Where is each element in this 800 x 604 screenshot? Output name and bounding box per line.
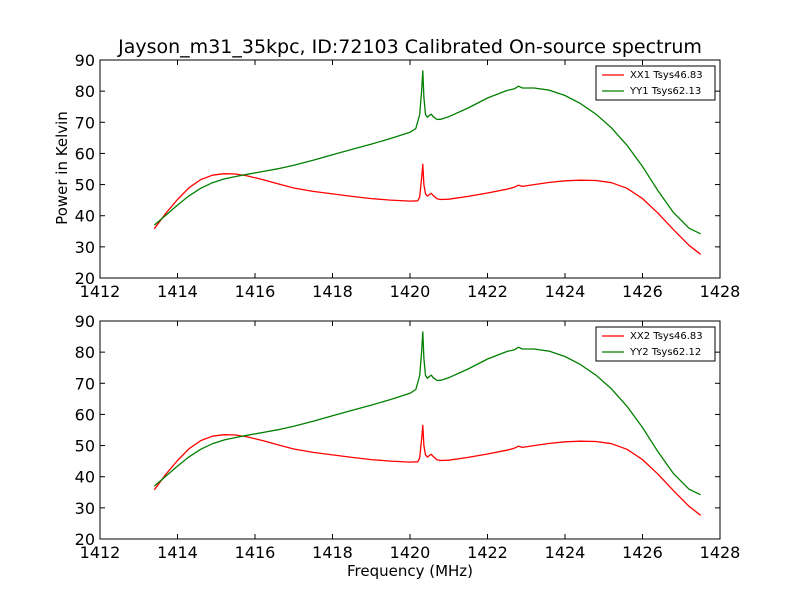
bottom-panel: 1412 1414 1416 1418 1420 1422 1424 1426 1428 20 30… (75, 312, 741, 562)
x-tick-label: 1418 (312, 543, 353, 562)
y-tick-label: 80 (75, 343, 95, 362)
series-line-xx1 (153, 163, 701, 255)
x-tick-label: 1420 (390, 543, 431, 562)
x-tick-label: 1428 (700, 543, 741, 562)
top-panel: 1412 1414 1416 1418 1420 1422 1424 1426 1428 20 30… (75, 51, 741, 301)
series-line-xx2 (153, 424, 701, 516)
x-axis-label: Frequency (MHz) (347, 562, 473, 580)
series-line-yy2 (153, 331, 701, 496)
y-tick-label: 60 (75, 144, 95, 163)
axis-ticks: 1412 1414 1416 1418 1420 1422 1424 1426 1428 20 30… (75, 312, 741, 562)
x-tick-label: 1426 (622, 543, 663, 562)
legend-label-xx1: XX1 Tsys46.83 (630, 70, 703, 81)
chart-title: Jayson_m31_35kpc, ID:72103 Calibrated On… (117, 36, 702, 58)
x-tick-label: 1414 (157, 543, 198, 562)
x-tick-label: 1418 (312, 282, 353, 301)
y-tick-label: 70 (75, 113, 95, 132)
y-tick-label: 40 (75, 468, 95, 487)
y-tick-label: 90 (75, 51, 95, 70)
x-tick-label: 1416 (235, 543, 276, 562)
y-tick-label: 20 (75, 530, 95, 549)
legend-box (595, 326, 716, 362)
x-tick-label: 1424 (545, 282, 586, 301)
x-tick-label: 1416 (235, 282, 276, 301)
x-tick-label: 1424 (545, 543, 586, 562)
y-tick-label: 90 (75, 312, 95, 331)
x-tick-label: 1414 (157, 282, 198, 301)
series-lines (153, 70, 701, 255)
y-axis-label: Power in Kelvin (53, 111, 71, 225)
x-tick-label: 1412 (80, 543, 121, 562)
legend: XX1 Tsys46.83 YY1 Tsys62.13 (595, 65, 716, 101)
legend-box (595, 65, 716, 101)
x-tick-label: 1422 (467, 543, 508, 562)
axis-ticks: 1412 1414 1416 1418 1420 1422 1424 1426 1428 20 30… (75, 51, 741, 301)
y-tick-label: 30 (75, 499, 95, 518)
y-tick-label: 30 (75, 238, 95, 257)
x-tick-label: 1422 (467, 282, 508, 301)
legend-label-yy2: YY2 Tsys62.12 (629, 347, 701, 358)
legend-label-yy1: YY1 Tsys62.13 (629, 86, 701, 97)
y-tick-label: 40 (75, 207, 95, 226)
y-tick-label: 50 (75, 437, 95, 456)
series-lines (153, 331, 701, 516)
series-line-yy1 (153, 70, 701, 235)
legend-label-xx2: XX2 Tsys46.83 (630, 331, 703, 342)
y-tick-label: 60 (75, 405, 95, 424)
y-tick-label: 80 (75, 82, 95, 101)
legend: XX2 Tsys46.83 YY2 Tsys62.12 (595, 326, 716, 362)
y-tick-label: 20 (75, 269, 95, 288)
y-tick-label: 70 (75, 374, 95, 393)
x-tick-label: 1420 (390, 282, 431, 301)
x-tick-label: 1428 (700, 282, 741, 301)
x-tick-label: 1426 (622, 282, 663, 301)
y-tick-label: 50 (75, 176, 95, 195)
x-tick-label: 1412 (80, 282, 121, 301)
